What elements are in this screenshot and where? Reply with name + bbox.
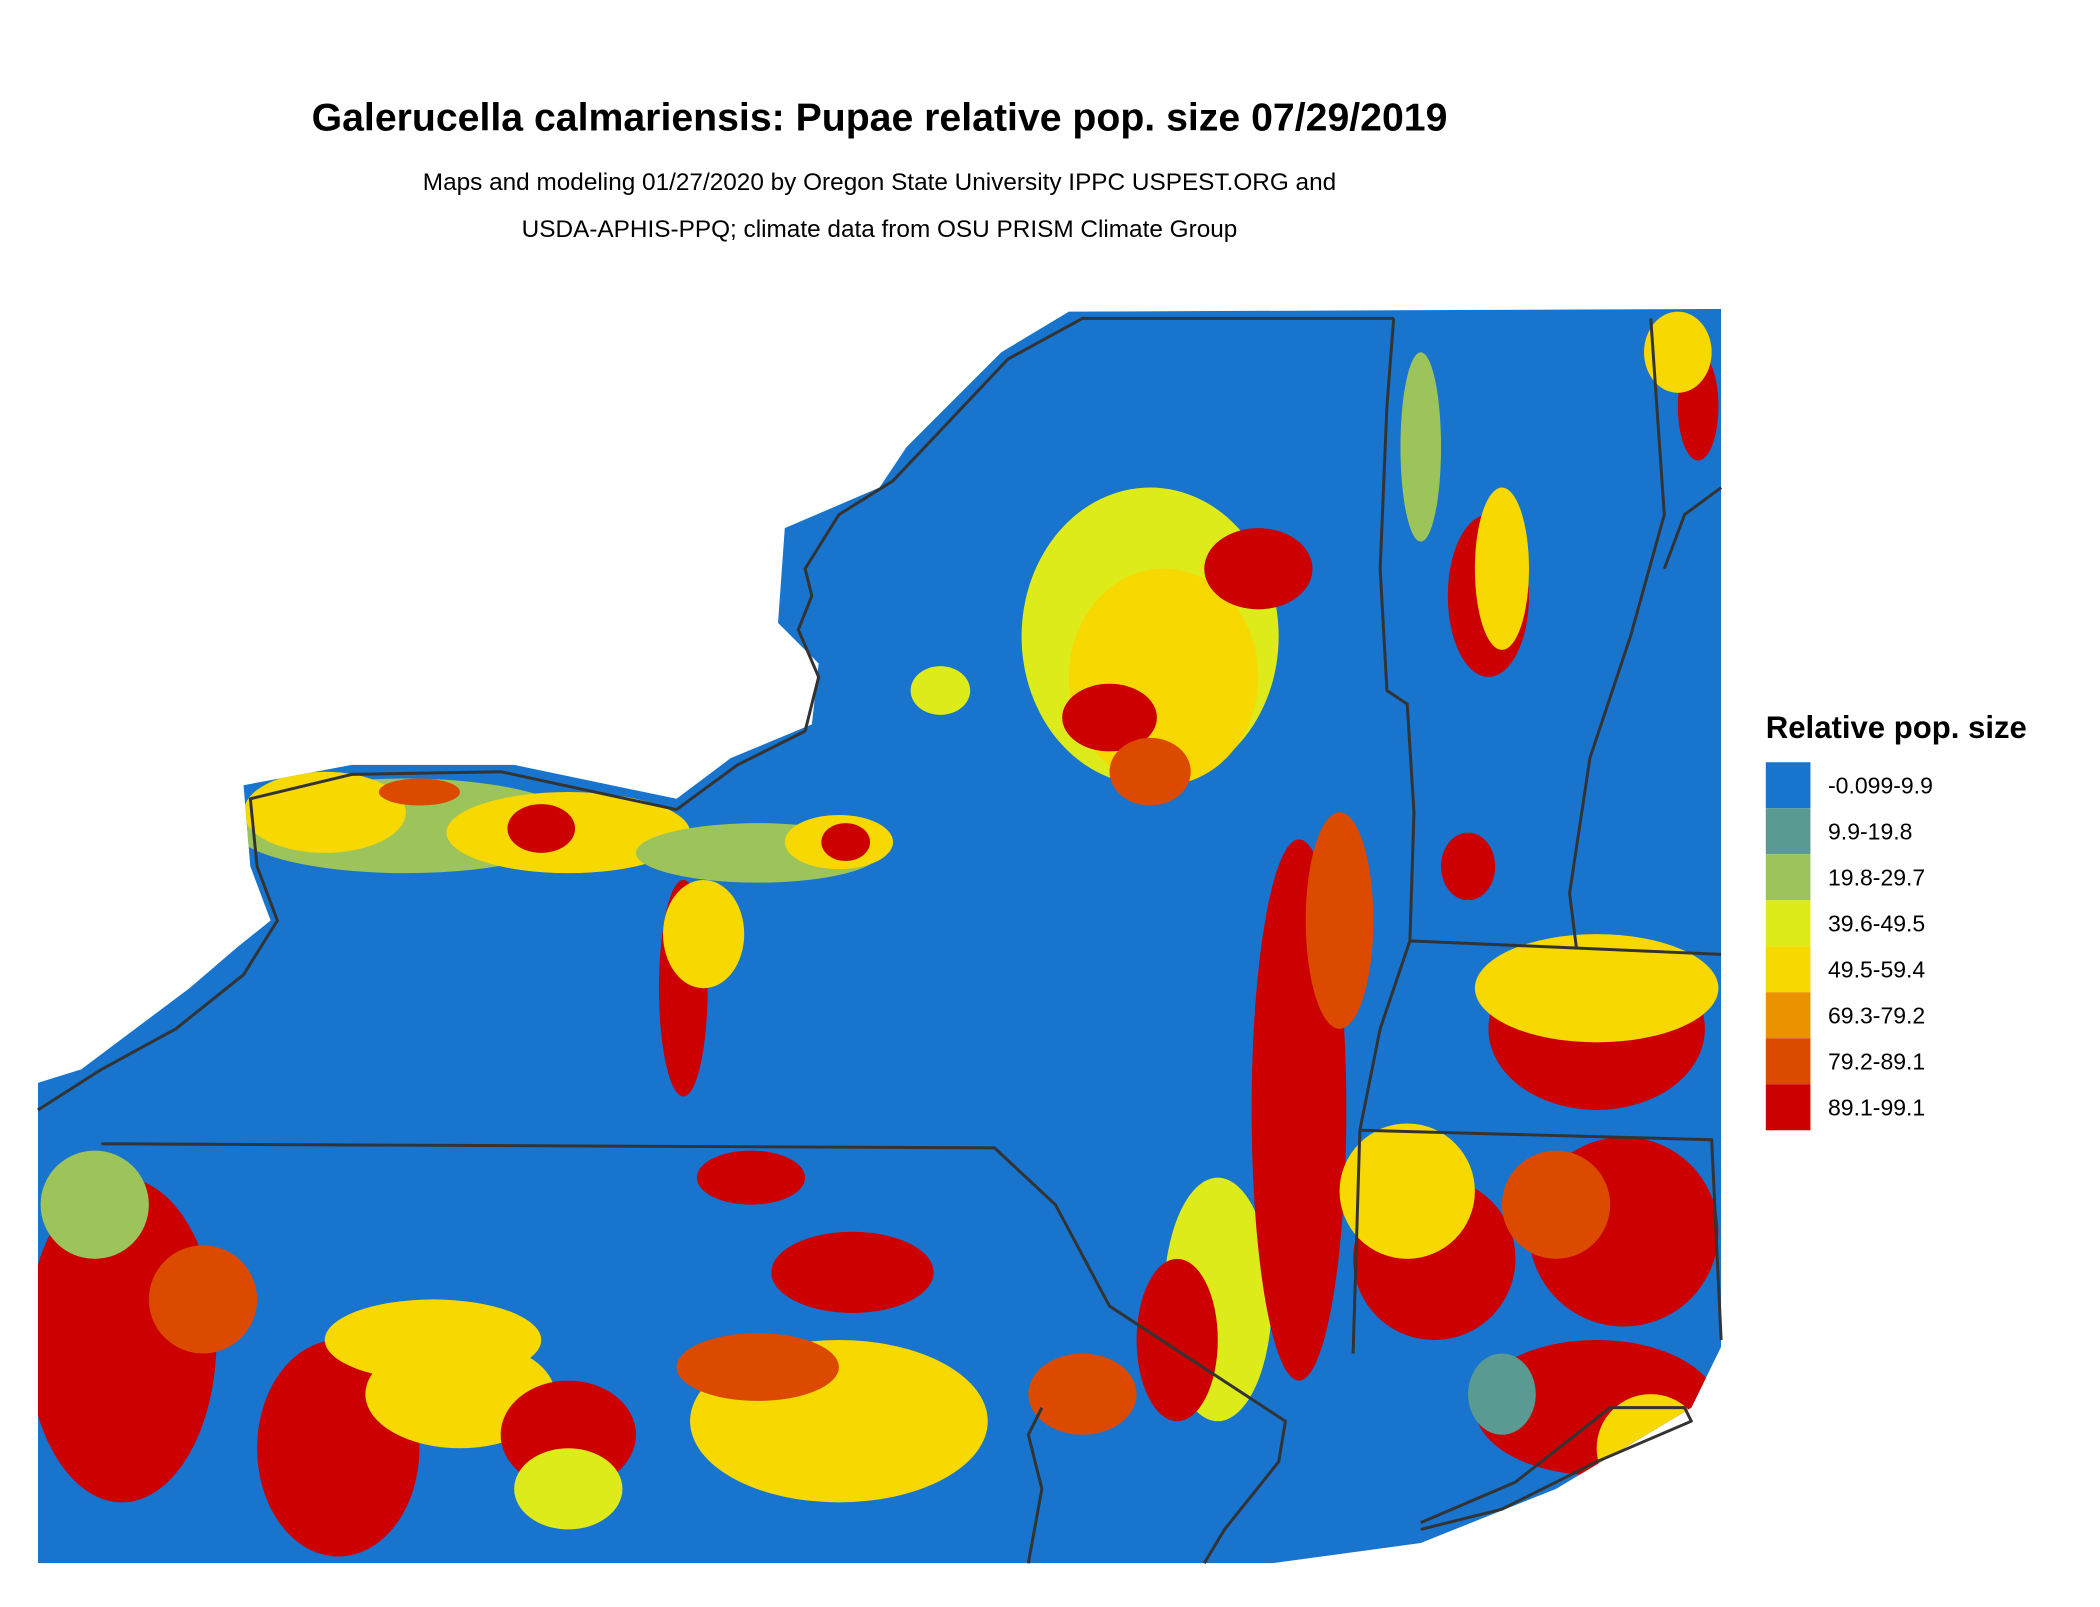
legend-label: 69.3-79.2 — [1828, 1002, 1925, 1028]
raster-region — [1062, 683, 1157, 752]
legend-title: Relative pop. size — [1766, 710, 2027, 745]
raster-region — [243, 771, 406, 853]
map-subtitle-line-2: USDA-APHIS-PPQ; climate data from OSU PR… — [522, 216, 1238, 243]
raster-region — [1474, 934, 1719, 1043]
legend-swatch — [1765, 762, 1811, 809]
state-borders — [37, 316, 1723, 1565]
raster-region — [1441, 832, 1496, 901]
legend-label: 9.9-19.8 — [1828, 818, 1912, 844]
ny-vt-border — [1378, 318, 1416, 941]
raster-region — [821, 823, 871, 862]
raster-region — [1596, 1394, 1705, 1503]
legend-swatch — [1765, 900, 1811, 947]
raster-region — [514, 1448, 623, 1530]
raster-region — [676, 1333, 839, 1401]
vt-nh-border — [1568, 318, 1666, 948]
ct-north-border — [1359, 1128, 1723, 1341]
legend-swatch — [1765, 808, 1811, 855]
nh-me-border — [1662, 486, 1723, 570]
map-subtitle-line-1: Maps and modeling 01/27/2020 by Oregon S… — [423, 169, 1336, 196]
raster-region — [910, 666, 971, 715]
legend-label: 49.5-59.4 — [1828, 956, 1925, 982]
raster-map — [37, 308, 1722, 1564]
raster-region — [1468, 1353, 1536, 1435]
raster-region — [1305, 812, 1374, 1029]
raster-region — [1339, 1123, 1475, 1259]
raster-region — [40, 1150, 149, 1259]
map-title: Galerucella calmariensis: Pupae relative… — [312, 95, 1448, 139]
raster-region — [1136, 1258, 1218, 1422]
legend-label: -0.099-9.9 — [1828, 772, 1933, 798]
long-island-outline — [1420, 1406, 1693, 1531]
lake-ontario-shore — [37, 316, 1394, 1112]
legend-swatch — [1765, 992, 1811, 1039]
legend-label: 79.2-89.1 — [1828, 1048, 1925, 1074]
legend-label: 19.8-29.7 — [1828, 864, 1925, 890]
legend-label: 89.1-99.1 — [1828, 1094, 1925, 1120]
legend-label: 39.6-49.5 — [1828, 910, 1925, 936]
raster-region — [696, 1150, 806, 1205]
legend-swatch — [1765, 946, 1811, 993]
ny-ma-ct-border — [1351, 940, 1412, 1354]
legend-swatch — [1765, 854, 1811, 901]
raster-region — [1028, 1353, 1137, 1435]
raster-region — [507, 804, 576, 853]
raster-region — [148, 1245, 258, 1354]
raster-region — [1501, 1150, 1611, 1259]
ny-pa-border — [101, 1142, 1287, 1565]
raster-region — [1204, 528, 1313, 610]
ma-north-border — [1409, 939, 1722, 956]
raster-region — [771, 1231, 934, 1313]
raster-region — [1109, 737, 1191, 806]
raster-region — [1644, 311, 1712, 393]
raster-region — [663, 879, 745, 989]
legend-swatch — [1765, 1084, 1811, 1131]
raster-region — [1474, 487, 1529, 650]
legend-swatch — [1765, 1038, 1811, 1085]
raster-region — [1400, 352, 1442, 542]
raster-region — [378, 778, 461, 806]
raster-region — [324, 1299, 542, 1381]
nj-coast — [1026, 1406, 1044, 1564]
legend: Relative pop. size -0.099-9.9 9.9-19.8 19.… — [1765, 710, 2027, 1131]
